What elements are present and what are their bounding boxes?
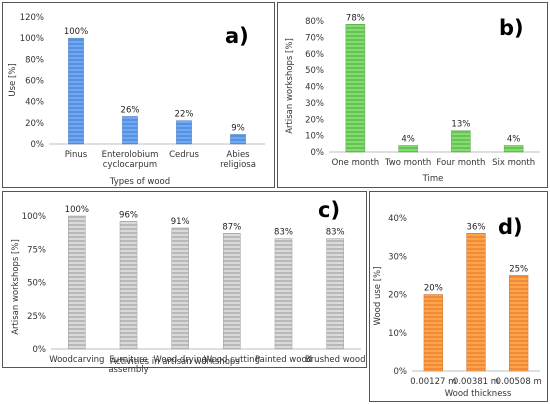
bar-c-4 <box>274 238 293 350</box>
y-tick-label: 25% <box>27 312 46 322</box>
x-tick-label: Wood drying <box>153 355 206 365</box>
chart-panel-a: 0% 20% 40% 60% 80% 100% 120% 100% Pinus 26% Entero… <box>2 2 275 188</box>
bar-value-label: 100% <box>64 27 88 37</box>
chart-panel-d: 0% 10% 20% 30% 40% 20% 0.00127 m 36% 0.00381 m 25… <box>369 191 548 402</box>
bar-b-3 <box>503 145 524 153</box>
bar-value-label: 22% <box>175 110 194 120</box>
y-tick-label: 10% <box>388 329 407 339</box>
bar-value-label: 87% <box>222 222 241 232</box>
x-tick-label: Abies religiosa <box>220 150 256 170</box>
bar-c-2 <box>171 227 189 350</box>
bar-value-label: 4% <box>507 134 521 144</box>
y-tick-label: 30% <box>388 252 407 262</box>
x-tick-label: Painted wood <box>255 355 312 365</box>
x-tick-label: Wood cutting <box>204 355 260 365</box>
bar-value-label: 78% <box>346 13 365 23</box>
bar-c-5 <box>326 238 344 350</box>
x-tick-label: Four month <box>436 158 485 168</box>
y-tick-label: 40% <box>388 214 407 224</box>
bar-a-0 <box>68 37 84 145</box>
bar-value-label: 25% <box>509 264 528 274</box>
y-tick-label: 0% <box>394 367 408 377</box>
x-axis-title: Types of wood <box>109 177 170 187</box>
chart-a-svg: 0% 20% 40% 60% 80% 100% 120% 100% Pinus 26% Entero… <box>8 13 265 187</box>
y-tick-label: 10% <box>305 132 324 142</box>
panel-letter-label: a) <box>225 24 249 48</box>
x-tick-label: 0.00508 m <box>496 377 542 387</box>
bar-value-label: 9% <box>231 123 245 133</box>
bar-d-0 <box>423 294 443 372</box>
y-tick-label: 80% <box>305 17 324 27</box>
y-tick-label: 75% <box>27 245 46 255</box>
y-axis-title: Artisan workshops [%] <box>11 239 21 335</box>
y-tick-label: 120% <box>20 13 44 23</box>
x-tick-label: Cedrus <box>169 150 199 160</box>
y-tick-label: 50% <box>27 279 46 289</box>
x-tick-label: Two month <box>384 158 431 168</box>
x-tick-label: Brushed wood <box>305 355 366 365</box>
chart-b-svg: 0% 10% 20% 30% 40% 50% 60% 70% 80% 78% One month 4%… <box>285 13 540 184</box>
y-tick-label: 0% <box>311 148 325 158</box>
x-axis-title: Time <box>422 174 444 184</box>
y-tick-label: 50% <box>305 66 324 76</box>
chart-panel-b: 0% 10% 20% 30% 40% 50% 60% 70% 80% 78% One month 4%… <box>277 2 548 188</box>
bar-d-2 <box>509 275 529 372</box>
chart-c-svg: 0% 25% 50% 75% 100% 100% Woodcarving 96% Furnitu… <box>11 198 366 375</box>
x-tick-label: 0.00127 m <box>410 377 456 387</box>
x-tick-label: Six month <box>492 158 535 168</box>
bar-c-1 <box>119 221 138 350</box>
y-tick-label: 60% <box>25 77 44 87</box>
bar-d-1 <box>466 233 486 372</box>
y-axis-title: Use [%] <box>8 63 18 96</box>
y-tick-label: 100% <box>20 34 44 44</box>
bar-a-3 <box>230 134 246 145</box>
panel-letter-label: c) <box>318 198 340 222</box>
bar-b-0 <box>345 24 366 153</box>
bar-a-1 <box>122 116 138 145</box>
x-tick-label: Pinus <box>65 150 88 160</box>
y-tick-label: 100% <box>22 212 46 222</box>
x-axis-title: Wood thickness <box>445 389 512 399</box>
bar-value-label: 91% <box>171 217 190 227</box>
y-tick-label: 60% <box>305 50 324 60</box>
bar-b-1 <box>398 145 418 153</box>
bar-a-2 <box>176 120 192 145</box>
chart-d-svg: 0% 10% 20% 30% 40% 20% 0.00127 m 36% 0.00381 m 25… <box>373 214 542 399</box>
y-tick-label: 0% <box>33 345 47 355</box>
bar-value-label: 96% <box>119 210 138 220</box>
y-tick-label: 80% <box>25 55 44 65</box>
y-axis-title: Artisan workshops [%] <box>285 38 295 134</box>
panel-letter-label: b) <box>499 16 524 40</box>
x-tick-label: Enterolobium cyclocarpum <box>102 150 159 170</box>
y-tick-label: 20% <box>388 291 407 301</box>
y-tick-label: 30% <box>305 99 324 109</box>
bar-c-3 <box>223 233 241 350</box>
y-tick-label: 20% <box>25 119 44 129</box>
bar-c-0 <box>68 215 86 350</box>
y-tick-label: 40% <box>305 83 324 93</box>
bar-value-label: 4% <box>401 134 415 144</box>
chart-panel-c: 0% 25% 50% 75% 100% 100% Woodcarving 96% Furnitu… <box>2 191 367 375</box>
bar-value-label: 83% <box>274 228 293 238</box>
bar-value-label: 100% <box>65 205 89 215</box>
y-axis-title: Wood use [%] <box>373 267 383 326</box>
bar-b-2 <box>451 130 471 153</box>
x-axis-title: Activities in artisan workshops <box>110 357 240 367</box>
y-tick-label: 0% <box>31 140 45 150</box>
y-tick-label: 20% <box>305 115 324 125</box>
bar-value-label: 13% <box>451 120 470 130</box>
x-tick-label: Woodcarving <box>49 355 104 365</box>
y-tick-label: 40% <box>25 98 44 108</box>
x-tick-label: One month <box>332 158 380 168</box>
bar-value-label: 83% <box>326 228 345 238</box>
y-tick-label: 70% <box>305 33 324 43</box>
x-tick-label: Furniture assembly <box>108 355 148 375</box>
bar-value-label: 20% <box>424 284 443 294</box>
x-tick-label: 0.00381 m <box>453 377 499 387</box>
bar-value-label: 26% <box>121 105 140 115</box>
bar-value-label: 36% <box>467 222 486 232</box>
panel-letter-label: d) <box>498 215 523 239</box>
